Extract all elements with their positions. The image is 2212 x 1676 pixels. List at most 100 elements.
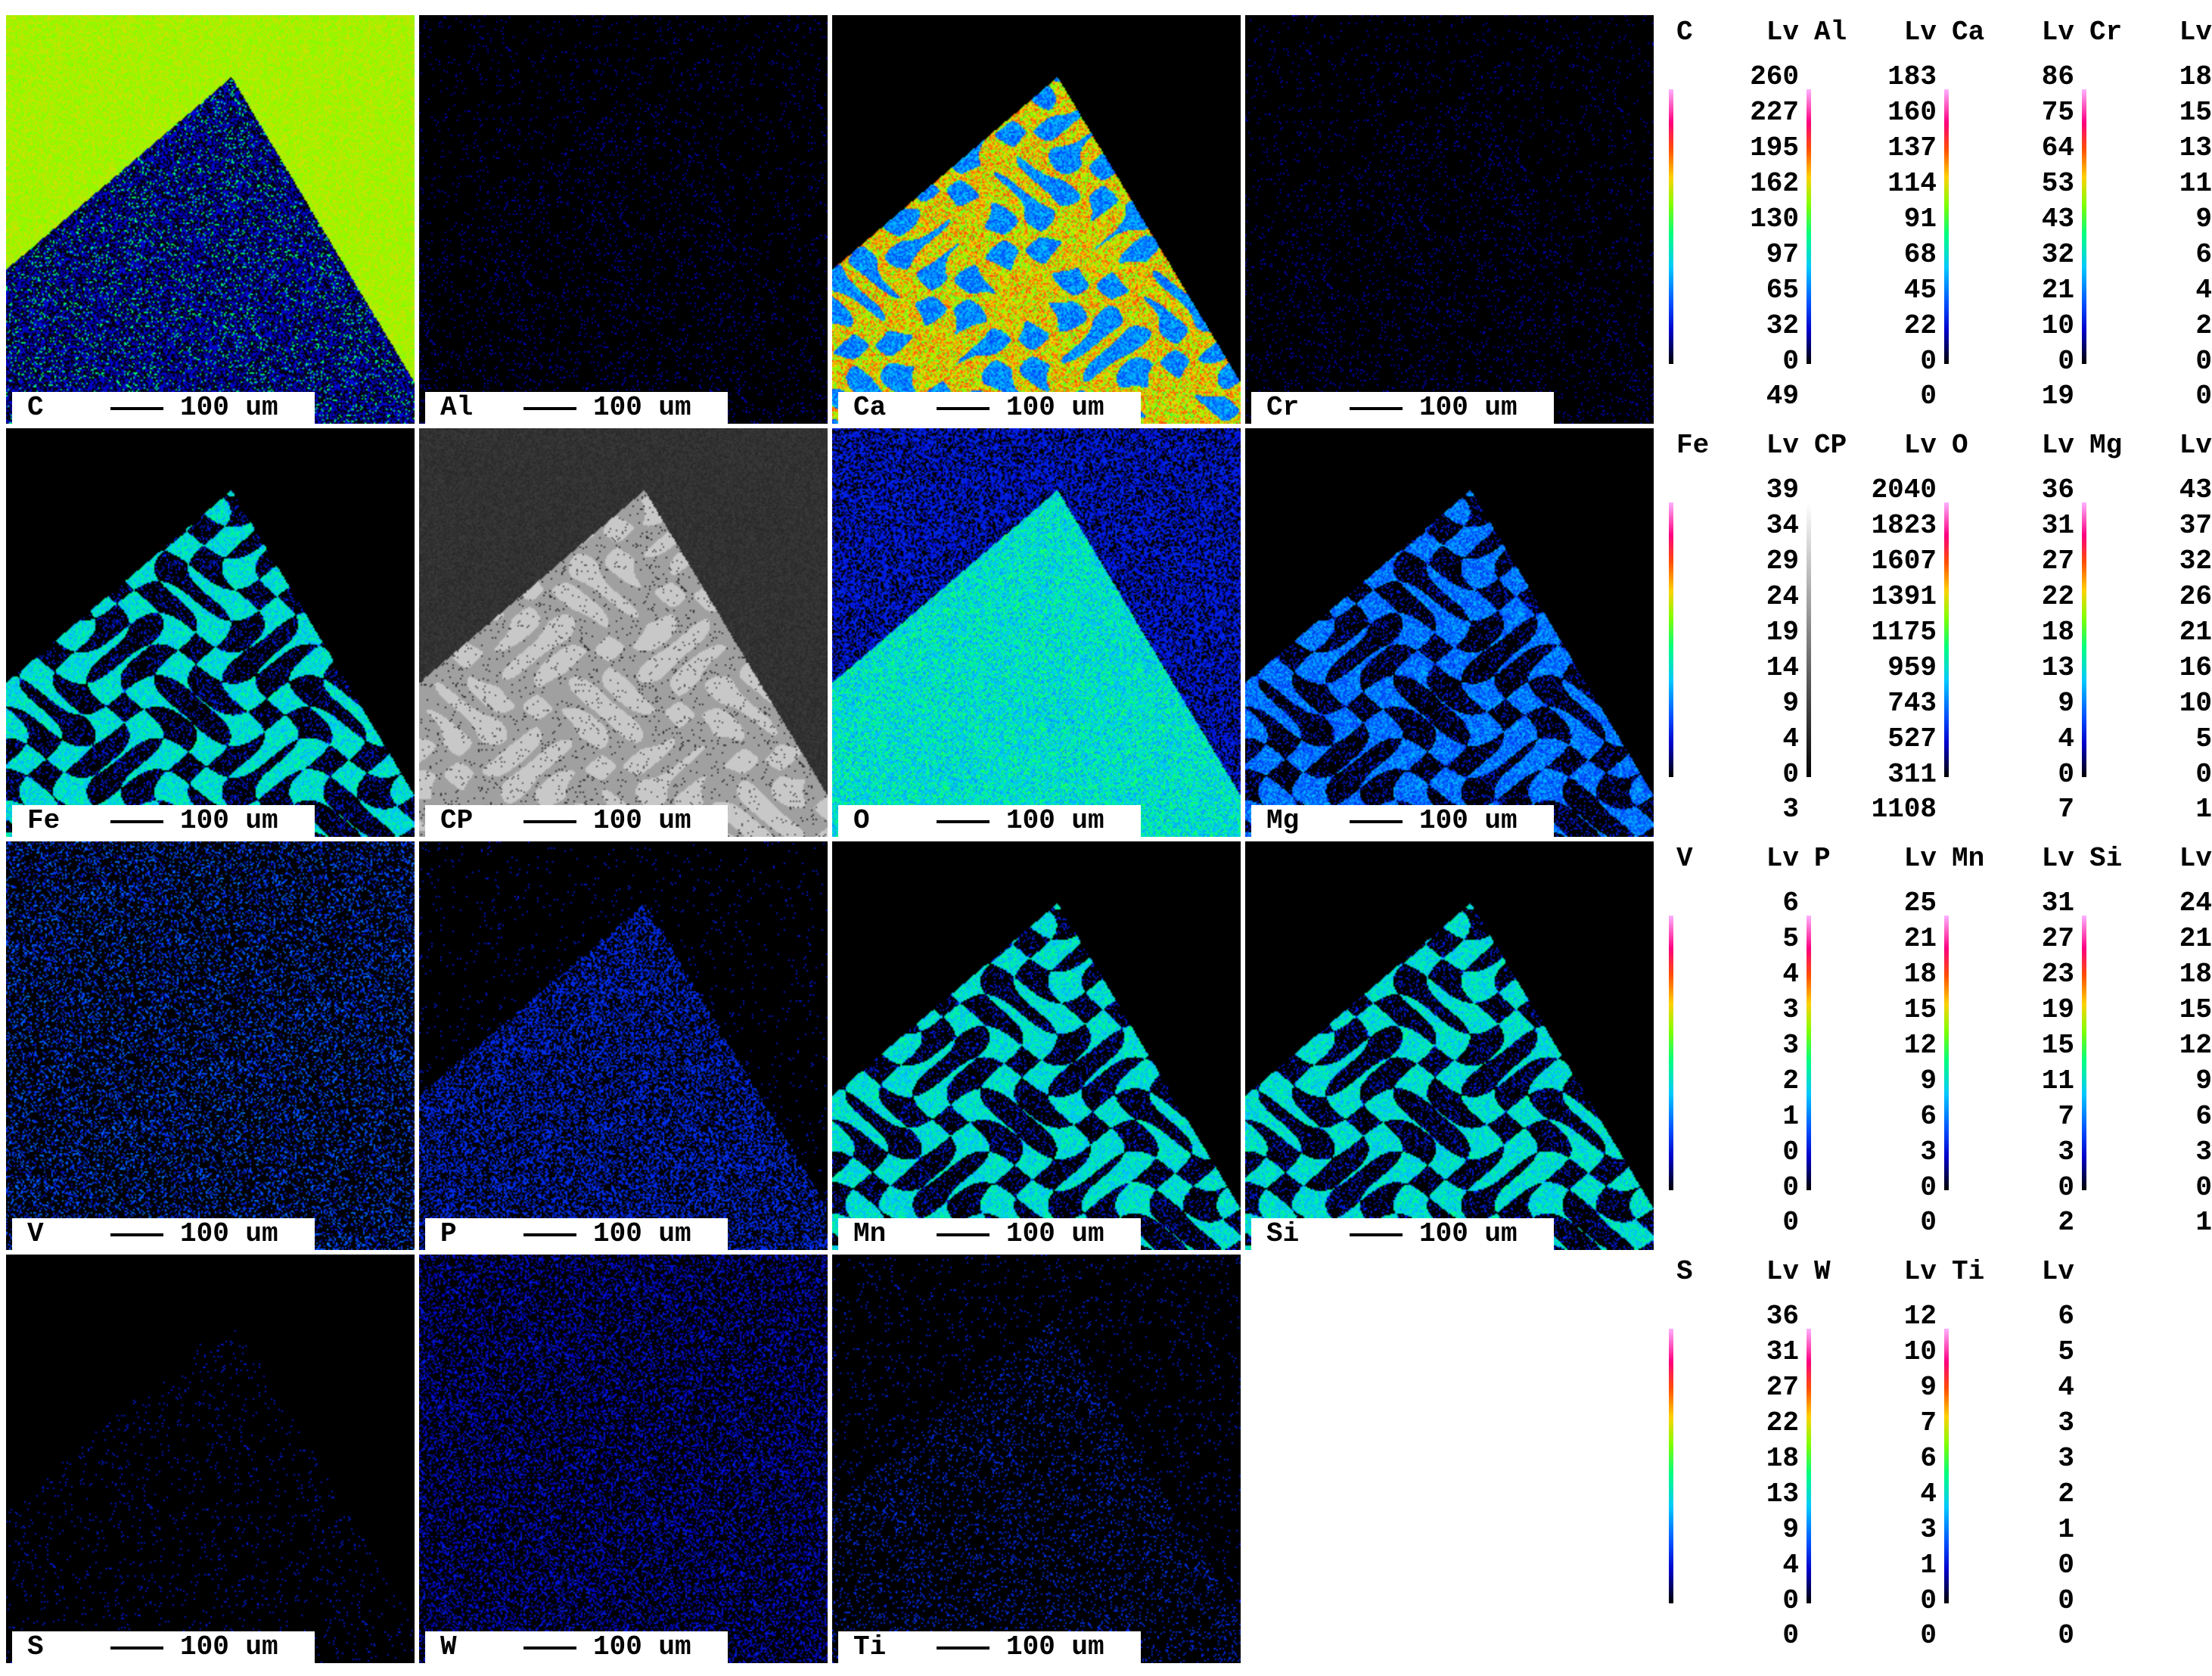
scale-bar bbox=[937, 1646, 989, 1650]
element-symbol: Mg bbox=[1266, 805, 1300, 836]
scale-bar bbox=[523, 820, 576, 823]
legend-level: 3 bbox=[2058, 1407, 2074, 1438]
legend-level: 13 bbox=[2179, 132, 2212, 163]
map-image-ti bbox=[832, 1255, 1241, 1663]
scale-bar bbox=[523, 1233, 576, 1236]
legend-level: 13 bbox=[2041, 652, 2074, 683]
legend-level: 15 bbox=[2179, 994, 2212, 1025]
legend-level: 3 bbox=[1920, 1137, 1937, 1168]
legend-level: 6 bbox=[2195, 239, 2212, 270]
map-label: Ti 100 um bbox=[838, 1631, 1141, 1663]
color-scale-bar bbox=[1807, 1329, 1811, 1603]
legend-level: 68 bbox=[1903, 239, 1937, 270]
legend-level: 137 bbox=[1887, 132, 1937, 163]
legend-level: 23 bbox=[2041, 959, 2074, 990]
legend-lv-header: Lv bbox=[1766, 843, 1799, 874]
legend-level: 12 bbox=[1903, 1301, 1937, 1332]
legend-element: Mn bbox=[1952, 843, 1985, 874]
scale-label: 100 um bbox=[1419, 1218, 1518, 1249]
legend-total: 49 bbox=[1766, 381, 1799, 412]
legend-level: 45 bbox=[1903, 275, 1937, 306]
legend-level: 0 bbox=[2058, 346, 2074, 377]
scale-bar bbox=[523, 407, 576, 410]
legend-level: 12 bbox=[2179, 1030, 2212, 1061]
legend-level: 32 bbox=[2179, 546, 2212, 577]
legend-level: 34 bbox=[1766, 510, 1799, 541]
legend-level: 1607 bbox=[1871, 546, 1937, 577]
scale-label: 100 um bbox=[180, 1631, 278, 1662]
map-label: Fe 100 um bbox=[12, 805, 315, 837]
legend-level: 14 bbox=[1766, 652, 1799, 683]
legend-o: O Lv 36 31 27 22 18 13 9 4 0 7 bbox=[1940, 413, 2077, 825]
legend-total: 0 bbox=[1920, 1620, 1937, 1651]
legend-level: 0 bbox=[1782, 759, 1799, 790]
legend-cp: CP Lv 2040 1823 1607 1391 1175 959 743 527 311 1108 bbox=[1802, 413, 1940, 825]
legend-level: 32 bbox=[1766, 310, 1799, 341]
legend-level: 2 bbox=[1782, 1065, 1799, 1096]
legend-level: 15 bbox=[2041, 1030, 2074, 1061]
legend-si: Si Lv 24 21 18 15 12 9 6 3 0 1 bbox=[2077, 826, 2212, 1238]
legend-level: 9 bbox=[2058, 688, 2074, 719]
map-image-c bbox=[6, 15, 415, 424]
map-image-si bbox=[1245, 841, 1654, 1250]
legend-level: 227 bbox=[1750, 97, 1799, 128]
scale-label: 100 um bbox=[593, 1631, 691, 1662]
legend-level: 21 bbox=[2179, 923, 2212, 954]
element-symbol: Al bbox=[440, 392, 474, 423]
legend-total: 0 bbox=[1782, 1620, 1799, 1651]
legend-lv-header: Lv bbox=[1903, 430, 1937, 461]
legend-level: 1 bbox=[1782, 1101, 1799, 1132]
legend-level: 9 bbox=[2195, 1065, 2212, 1096]
legend-level: 743 bbox=[1887, 688, 1937, 719]
legend-level: 3 bbox=[1782, 1030, 1799, 1061]
legend-level: 0 bbox=[2195, 1172, 2212, 1203]
legend-level: 0 bbox=[2058, 1172, 2074, 1203]
legend-total: 0 bbox=[1782, 1207, 1799, 1238]
legend-level: 0 bbox=[2195, 346, 2212, 377]
element-map-si: Si 100 um bbox=[1245, 841, 1654, 1250]
element-symbol: Cr bbox=[1266, 392, 1300, 423]
legend-w: W Lv 12 10 9 7 6 4 3 1 0 0 bbox=[1802, 1239, 1940, 1651]
element-map-p: P 100 um bbox=[419, 841, 828, 1250]
scale-label: 100 um bbox=[1419, 392, 1518, 423]
legend-level: 31 bbox=[2041, 888, 2074, 919]
element-map-cp: CP 100 um bbox=[419, 428, 828, 837]
legend-level: 19 bbox=[1766, 617, 1799, 648]
legend-level: 31 bbox=[2041, 510, 2074, 541]
legend-level: 22 bbox=[2041, 581, 2074, 612]
color-scale-bar bbox=[1669, 89, 1673, 364]
color-scale-bar bbox=[2082, 89, 2086, 364]
scale-bar bbox=[523, 1646, 576, 1650]
legend-v: V Lv 6 5 4 3 3 2 1 0 0 0 bbox=[1664, 826, 1802, 1238]
legend-level: 36 bbox=[1766, 1301, 1799, 1332]
legend-level: 3 bbox=[2058, 1443, 2074, 1474]
scale-label: 100 um bbox=[180, 392, 278, 423]
scale-label: 100 um bbox=[180, 805, 278, 836]
legend-level: 27 bbox=[2041, 546, 2074, 577]
legend-element: Mg bbox=[2089, 430, 2123, 461]
legend-lv-header: Lv bbox=[1903, 17, 1937, 48]
legend-level: 7 bbox=[2058, 1101, 2074, 1132]
legend-level: 97 bbox=[1766, 239, 1799, 270]
map-label: P 100 um bbox=[425, 1218, 728, 1250]
legend-mg: Mg Lv 43 37 32 26 21 16 10 5 0 1 bbox=[2077, 413, 2212, 825]
element-symbol: S bbox=[27, 1631, 44, 1662]
legend-level: 311 bbox=[1887, 759, 1937, 790]
legend-level: 24 bbox=[1766, 581, 1799, 612]
map-image-cr bbox=[1245, 15, 1654, 424]
element-symbol: Ti bbox=[853, 1631, 887, 1662]
legend-level: 260 bbox=[1750, 61, 1799, 92]
legend-level: 18 bbox=[2179, 959, 2212, 990]
legend-level: 18 bbox=[1903, 959, 1937, 990]
legend-level: 4 bbox=[2195, 275, 2212, 306]
legend-level: 5 bbox=[2058, 1336, 2074, 1367]
legend-level: 4 bbox=[2058, 723, 2074, 754]
legend-level: 86 bbox=[2041, 61, 2074, 92]
scale-bar bbox=[937, 407, 989, 410]
element-symbol: Ca bbox=[853, 392, 887, 423]
legend-element: Ca bbox=[1952, 17, 1985, 48]
legend-level: 39 bbox=[1766, 474, 1799, 505]
scale-label: 100 um bbox=[593, 392, 691, 423]
element-map-ti: Ti 100 um bbox=[832, 1255, 1241, 1663]
legend-level: 37 bbox=[2179, 510, 2212, 541]
